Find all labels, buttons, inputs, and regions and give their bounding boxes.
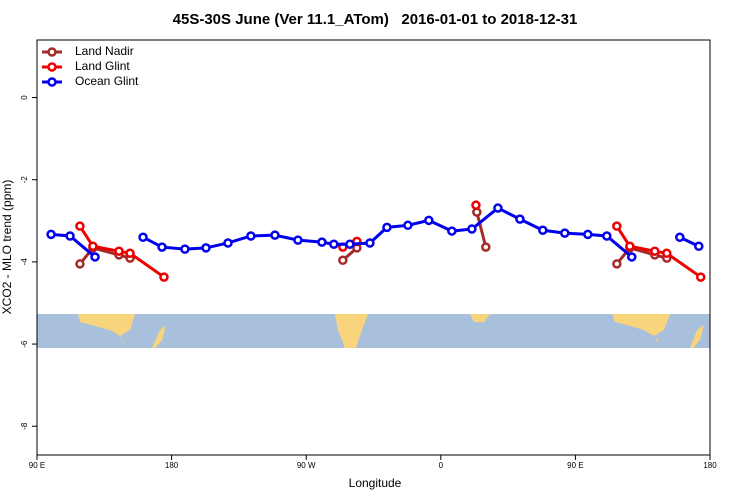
- data-point: [447, 226, 457, 236]
- legend-marker: [47, 47, 57, 57]
- data-point: [612, 221, 622, 231]
- data-point: [270, 230, 280, 240]
- data-point: [329, 239, 339, 249]
- data-point: [46, 229, 56, 240]
- y-tick-label: -8: [20, 422, 29, 430]
- data-point: [538, 225, 548, 235]
- plot-frame: [36, 39, 711, 456]
- data-point: [365, 238, 375, 248]
- data-point: [695, 272, 706, 282]
- data-point: [293, 235, 303, 245]
- data-point: [493, 203, 503, 213]
- data-point: [424, 215, 434, 226]
- map-band: [37, 314, 710, 348]
- data-point: [467, 224, 477, 234]
- y-tick-label: -2: [20, 176, 29, 184]
- data-point: [662, 248, 672, 259]
- legend-item: Land Glint: [42, 59, 130, 73]
- data-point: [382, 222, 392, 233]
- y-tick-label: -4: [20, 258, 29, 266]
- y-axis-label: XCO2 - MLO trend (ppm): [0, 180, 14, 315]
- data-point: [471, 200, 481, 210]
- data-point: [157, 242, 167, 252]
- data-point: [560, 228, 570, 238]
- x-tick-label: 90 E: [29, 461, 45, 470]
- data-point: [338, 255, 348, 265]
- data-point: [75, 259, 85, 269]
- x-tick-label: 90 E: [567, 461, 583, 470]
- data-point: [90, 252, 100, 262]
- data-point: [481, 242, 491, 252]
- series-line: [78, 211, 668, 265]
- data-point: [88, 241, 98, 252]
- series-line: [50, 206, 700, 259]
- data-point: [201, 243, 211, 253]
- data-point: [223, 238, 233, 248]
- data-point: [403, 220, 413, 231]
- data-point: [138, 232, 148, 242]
- data-point: [180, 244, 190, 254]
- data-point: [602, 231, 612, 241]
- data-point: [625, 241, 635, 252]
- data-point: [65, 231, 75, 241]
- data-point: [345, 239, 355, 249]
- legend-label: Land Nadir: [75, 44, 134, 58]
- data-point: [125, 248, 135, 259]
- x-tick-label: 0: [439, 461, 444, 470]
- data-point: [694, 241, 704, 252]
- data-point: [627, 252, 637, 262]
- x-tick-label: 180: [165, 461, 179, 470]
- data-point: [114, 246, 124, 256]
- data-point: [515, 214, 525, 224]
- legend-label: Land Glint: [75, 59, 130, 73]
- chart-title: 45S-30S June (Ver 11.1_ATom) 2016-01-01 …: [173, 11, 578, 28]
- data-point: [583, 229, 593, 240]
- data-point: [75, 221, 85, 231]
- x-tick-label: 180: [703, 461, 717, 470]
- legend-item: Ocean Glint: [42, 74, 139, 88]
- legend-label: Ocean Glint: [75, 74, 139, 88]
- legend-marker: [47, 62, 57, 72]
- y-tick-label: -6: [20, 340, 29, 348]
- data-point: [612, 259, 622, 269]
- data-point: [650, 246, 660, 256]
- data-point: [675, 232, 685, 242]
- data-point: [246, 231, 256, 241]
- data-point: [159, 272, 169, 282]
- data-point: [317, 237, 327, 247]
- legend-marker: [47, 77, 57, 87]
- y-tick-label: 0: [20, 95, 29, 100]
- x-tick-label: 90 W: [297, 461, 316, 470]
- legend-item: Land Nadir: [42, 44, 134, 58]
- x-axis-label: Longitude: [349, 476, 402, 490]
